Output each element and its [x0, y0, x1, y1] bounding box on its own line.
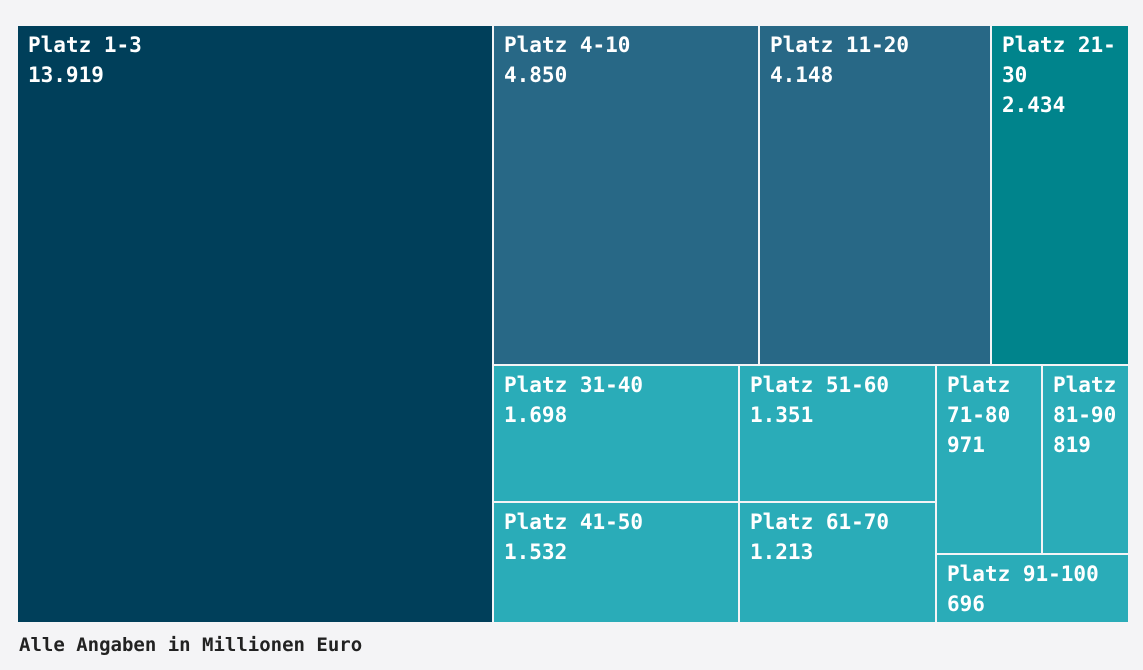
tile-value: 13.919 [28, 63, 104, 87]
treemap-tile: Platz 21-30 2.434 [992, 26, 1128, 364]
treemap-tile: Platz 4-10 4.850 [494, 26, 758, 364]
tile-value: 4.148 [770, 63, 834, 87]
tile-label: Platz 31-40 [504, 373, 644, 397]
tile-value: 1.698 [504, 403, 568, 427]
tile-label: Platz 71-80 [947, 373, 1011, 427]
treemap-tile: Platz 31-40 1.698 [494, 366, 738, 501]
treemap-tile: Platz 41-50 1.532 [494, 503, 738, 622]
footnote: Alle Angaben in Millionen Euro [19, 634, 363, 656]
treemap-tile: Platz 51-60 1.351 [740, 366, 935, 501]
tile-value: 819 [1053, 433, 1091, 457]
tile-value: 4.850 [504, 63, 568, 87]
treemap-tile: Platz 61-70 1.213 [740, 503, 935, 622]
tile-value: 2.434 [1002, 93, 1066, 117]
tile-value: 971 [947, 433, 985, 457]
tile-label: Platz 11-20 [770, 33, 910, 57]
tile-label: Platz 1-3 [28, 33, 142, 57]
treemap-tile: Platz 1-3 13.919 [18, 26, 492, 622]
treemap-tile: Platz 81-90 819 [1043, 366, 1128, 553]
tile-label: Platz 91-100 [947, 562, 1099, 586]
tile-label: Platz 21-30 [1002, 33, 1116, 87]
tile-value: 1.532 [504, 540, 568, 564]
treemap-chart: Platz 1-3 13.919 Platz 4-10 4.850 Platz 11-2… [18, 26, 1129, 623]
tile-label: Platz 81-90 [1053, 373, 1117, 427]
treemap-tile: Platz 71-80 971 [937, 366, 1041, 553]
tile-label: Platz 4-10 [504, 33, 631, 57]
tile-label: Platz 51-60 [750, 373, 890, 397]
tile-label: Platz 61-70 [750, 510, 890, 534]
tile-label: Platz 41-50 [504, 510, 644, 534]
tile-value: 1.213 [750, 540, 814, 564]
tile-value: 1.351 [750, 403, 814, 427]
treemap-tile: Platz 11-20 4.148 [760, 26, 990, 364]
tile-value: 696 [947, 592, 985, 616]
treemap-tile: Platz 91-100 696 [937, 555, 1128, 622]
